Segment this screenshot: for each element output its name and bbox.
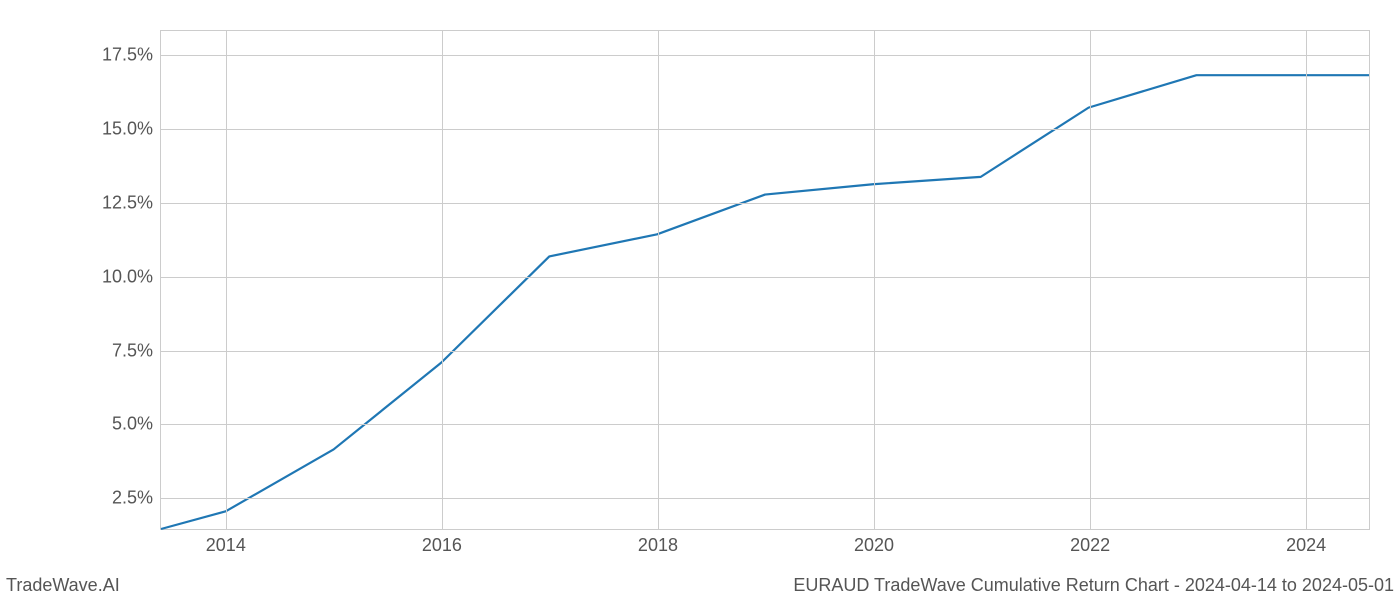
y-axis-tick-label: 17.5%: [102, 44, 161, 65]
grid-line-vertical: [658, 31, 659, 529]
chart-container: 2.5% 5.0% 7.5% 10.0% 12.5% 15.0% 17.5% 2014 2016…: [0, 0, 1400, 600]
x-axis-tick-label: 2020: [854, 529, 894, 556]
y-axis-tick-label: 5.0%: [112, 414, 161, 435]
line-series-path: [161, 75, 1369, 529]
grid-line-horizontal: [161, 277, 1369, 278]
grid-line-vertical: [1306, 31, 1307, 529]
y-axis-tick-label: 12.5%: [102, 192, 161, 213]
x-axis-tick-label: 2022: [1070, 529, 1110, 556]
grid-line-vertical: [442, 31, 443, 529]
grid-line-horizontal: [161, 203, 1369, 204]
grid-line-horizontal: [161, 351, 1369, 352]
y-axis-tick-label: 10.0%: [102, 266, 161, 287]
footer-right-label: EURAUD TradeWave Cumulative Return Chart…: [793, 575, 1394, 596]
grid-line-vertical: [1090, 31, 1091, 529]
x-axis-tick-label: 2016: [422, 529, 462, 556]
grid-line-vertical: [874, 31, 875, 529]
plot-area: 2.5%5.0%7.5%10.0%12.5%15.0%17.5%20142016…: [160, 30, 1370, 530]
x-axis-tick-label: 2024: [1286, 529, 1326, 556]
line-series: [161, 31, 1369, 529]
y-axis-tick-label: 2.5%: [112, 488, 161, 509]
grid-line-horizontal: [161, 498, 1369, 499]
x-axis-tick-label: 2018: [638, 529, 678, 556]
x-axis-tick-label: 2014: [206, 529, 246, 556]
grid-line-horizontal: [161, 424, 1369, 425]
grid-line-vertical: [226, 31, 227, 529]
y-axis-tick-label: 15.0%: [102, 118, 161, 139]
y-axis-tick-label: 7.5%: [112, 340, 161, 361]
footer-left-label: TradeWave.AI: [6, 575, 120, 596]
grid-line-horizontal: [161, 129, 1369, 130]
grid-line-horizontal: [161, 55, 1369, 56]
